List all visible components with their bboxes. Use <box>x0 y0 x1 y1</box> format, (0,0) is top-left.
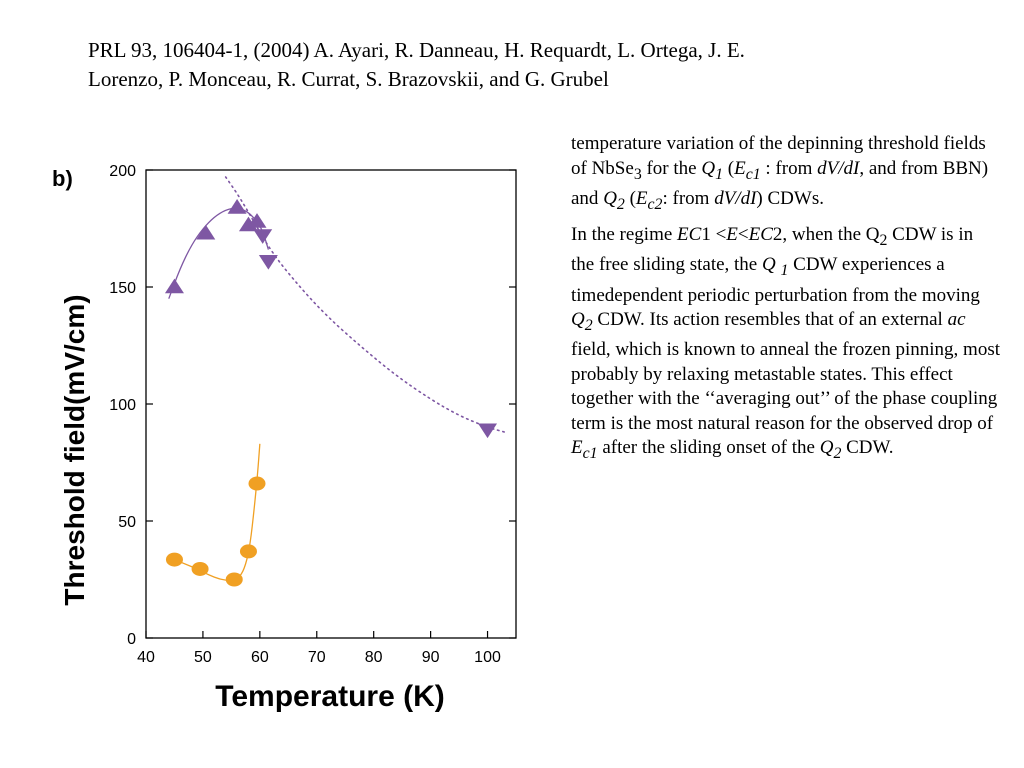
y-tick-label: 100 <box>109 397 136 414</box>
x-axis-label: Temperature (K) <box>215 680 444 713</box>
data-point-circle <box>225 572 243 587</box>
x-tick-label: 80 <box>365 649 383 666</box>
data-point-circle <box>165 552 183 567</box>
data-point-circle <box>239 544 257 559</box>
data-point-triangle-up <box>164 278 184 294</box>
x-tick-label: 40 <box>137 649 155 666</box>
x-tick-label: 60 <box>251 649 269 666</box>
data-point-triangle-down <box>478 423 498 439</box>
paragraph-1: temperature variation of the depinning t… <box>571 133 989 213</box>
x-tick-label: 70 <box>308 649 326 666</box>
citation: PRL 93, 106404-1, (2004) A. Ayari, R. Da… <box>88 36 988 94</box>
fit-curve <box>174 443 261 581</box>
data-point-triangle-down <box>258 254 278 270</box>
data-point-triangle-up <box>227 199 247 214</box>
fit-curve <box>224 176 506 433</box>
data-point-circle <box>191 561 209 576</box>
y-axis-label: Threshold field(mV/cm) <box>59 294 90 605</box>
y-tick-label: 0 <box>127 631 136 648</box>
citation-line-2: Lorenzo, P. Monceau, R. Currat, S. Brazo… <box>88 67 609 91</box>
panel-label: b) <box>52 166 73 191</box>
x-tick-label: 90 <box>422 649 440 666</box>
data-point-triangle-down <box>253 229 273 244</box>
y-tick-label: 150 <box>109 280 136 297</box>
description-text: temperature variation of the depinning t… <box>571 132 1001 473</box>
threshold-field-chart: b) 40 50 60 70 80 90 100 0 50 100 150 200 Temperatu… <box>40 150 540 730</box>
x-tick-label: 100 <box>474 649 501 666</box>
data-point-circle <box>248 476 266 491</box>
data-point-triangle-up <box>196 224 216 240</box>
data-point-triangle-up <box>247 213 267 228</box>
citation-line-1: PRL 93, 106404-1, (2004) A. Ayari, R. Da… <box>88 38 745 62</box>
y-tick-label: 50 <box>118 514 136 531</box>
chart-svg: b) 40 50 60 70 80 90 100 0 50 100 150 200 Temperatu… <box>52 163 517 713</box>
x-tick-label: 50 <box>194 649 212 666</box>
y-tick-label: 200 <box>109 163 136 180</box>
paragraph-2: In the regime EC1 <E<EC2, when the Q2 CD… <box>571 224 1000 463</box>
